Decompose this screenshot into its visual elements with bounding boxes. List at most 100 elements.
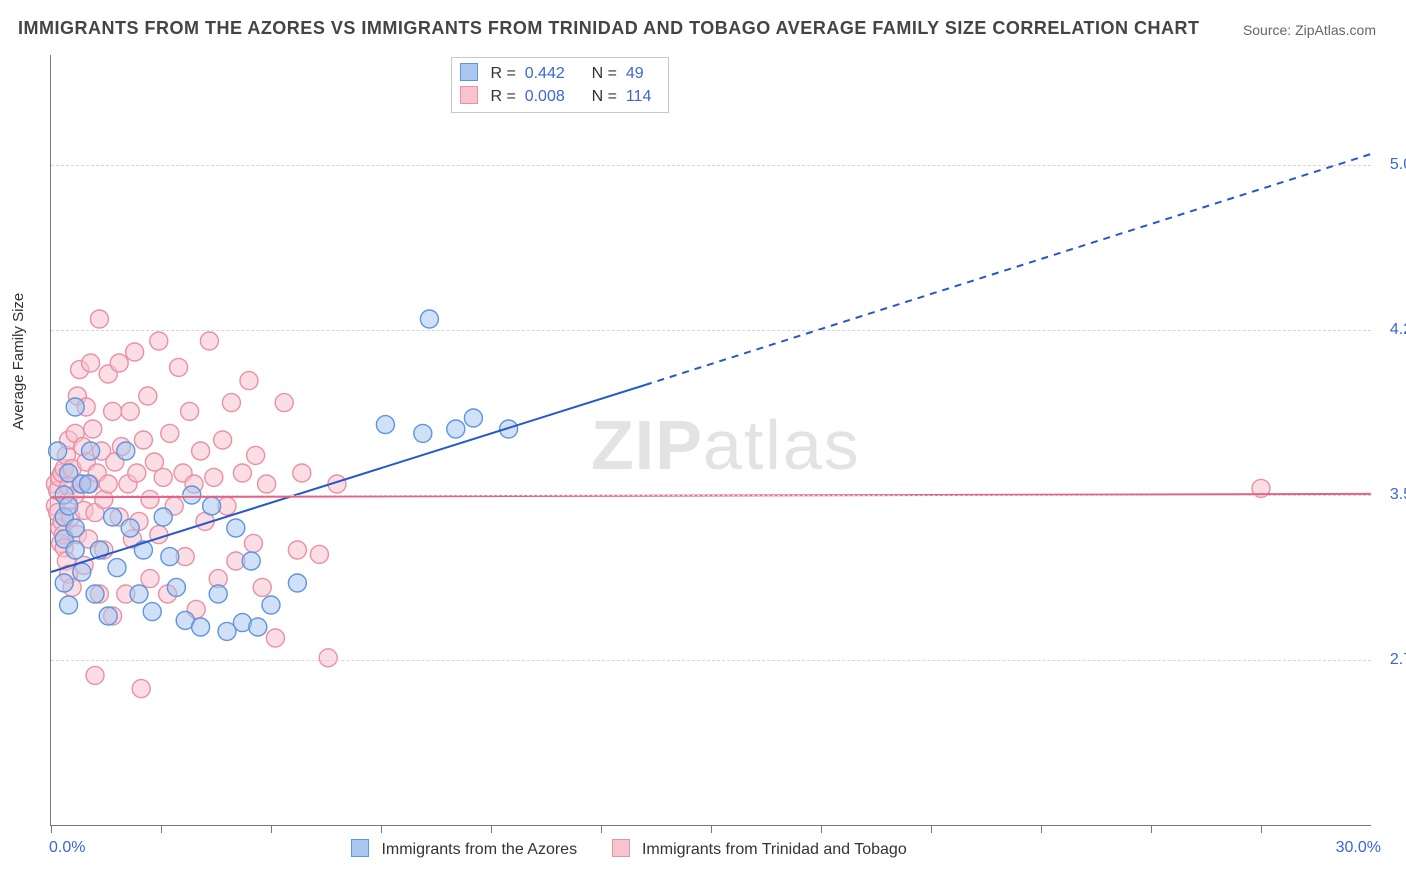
- data-point: [167, 578, 185, 596]
- gridline: [51, 165, 1371, 166]
- trend-line: [645, 154, 1371, 385]
- x-tick: [491, 825, 492, 833]
- swatch-pink-icon: [460, 86, 478, 104]
- stats-box: R = 0.442 N = 49 R = 0.008 N = 114: [451, 57, 669, 113]
- legend-label: Immigrants from the Azores: [381, 841, 577, 858]
- chart-plot-area: ZIPatlas R = 0.442 N = 49 R = 0.008 N = …: [50, 55, 1371, 826]
- data-point: [134, 431, 152, 449]
- data-point: [288, 541, 306, 559]
- data-point: [253, 578, 271, 596]
- data-point: [154, 508, 172, 526]
- source-label: Source: ZipAtlas.com: [1243, 22, 1376, 38]
- legend-item-pink: Immigrants from Trinidad and Tobago: [612, 839, 907, 859]
- gridline: [51, 330, 1371, 331]
- data-point: [170, 358, 188, 376]
- stat-n-label: N: [592, 65, 604, 82]
- data-point: [132, 680, 150, 698]
- y-tick-label: 4.25: [1376, 321, 1406, 339]
- stat-n-label: N: [592, 88, 604, 105]
- x-tick: [381, 825, 382, 833]
- data-point: [275, 394, 293, 412]
- x-tick: [1041, 825, 1042, 833]
- scatter-svg: [51, 55, 1371, 825]
- data-point: [110, 354, 128, 372]
- data-point: [209, 585, 227, 603]
- data-point: [227, 519, 245, 537]
- data-point: [141, 490, 159, 508]
- legend-item-blue: Immigrants from the Azores: [351, 839, 577, 859]
- y-tick-label: 2.75: [1376, 651, 1406, 669]
- x-tick: [51, 825, 52, 833]
- data-point: [205, 468, 223, 486]
- stat-r-label: R: [490, 65, 502, 82]
- data-point: [203, 497, 221, 515]
- data-point: [82, 354, 100, 372]
- stat-row-blue: R = 0.442 N = 49: [460, 62, 658, 85]
- data-point: [240, 372, 258, 390]
- stat-row-pink: R = 0.008 N = 114: [460, 85, 658, 108]
- data-point: [108, 559, 126, 577]
- data-point: [181, 402, 199, 420]
- data-point: [222, 394, 240, 412]
- data-point: [214, 431, 232, 449]
- data-point: [86, 666, 104, 684]
- data-point: [66, 519, 84, 537]
- data-point: [130, 585, 148, 603]
- data-point: [244, 534, 262, 552]
- data-point: [104, 508, 122, 526]
- data-point: [192, 618, 210, 636]
- data-point: [73, 563, 91, 581]
- data-point: [154, 468, 172, 486]
- data-point: [192, 442, 210, 460]
- y-tick-label: 3.50: [1376, 486, 1406, 504]
- x-tick: [271, 825, 272, 833]
- x-tick: [1151, 825, 1152, 833]
- chart-title: IMMIGRANTS FROM THE AZORES VS IMMIGRANTS…: [18, 18, 1200, 39]
- data-point: [90, 310, 108, 328]
- data-point: [126, 343, 144, 361]
- data-point: [242, 552, 260, 570]
- data-point: [319, 649, 337, 667]
- data-point: [414, 424, 432, 442]
- x-tick: [161, 825, 162, 833]
- x-tick: [821, 825, 822, 833]
- x-tick: [601, 825, 602, 833]
- data-point: [104, 402, 122, 420]
- bottom-legend: Immigrants from the Azores Immigrants fr…: [351, 839, 937, 859]
- stat-n-value: 114: [626, 85, 658, 108]
- gridline: [51, 660, 1371, 661]
- swatch-blue-icon: [460, 63, 478, 81]
- data-point: [161, 424, 179, 442]
- data-point: [82, 442, 100, 460]
- data-point: [86, 585, 104, 603]
- data-point: [79, 475, 97, 493]
- data-point: [150, 332, 168, 350]
- data-point: [266, 629, 284, 647]
- swatch-blue-icon: [351, 839, 369, 857]
- data-point: [84, 420, 102, 438]
- data-point: [258, 475, 276, 493]
- data-point: [66, 541, 84, 559]
- data-point: [99, 607, 117, 625]
- stat-r-label: R: [490, 88, 502, 105]
- stat-r-value: 0.008: [525, 85, 583, 108]
- data-point: [200, 332, 218, 350]
- data-point: [143, 603, 161, 621]
- x-axis-max-label: 30.0%: [1336, 839, 1381, 857]
- data-point: [117, 442, 135, 460]
- data-point: [49, 442, 67, 460]
- x-tick: [1261, 825, 1262, 833]
- legend-label: Immigrants from Trinidad and Tobago: [642, 841, 907, 858]
- gridline: [51, 495, 1371, 496]
- data-point: [262, 596, 280, 614]
- data-point: [233, 464, 251, 482]
- x-tick: [711, 825, 712, 833]
- data-point: [447, 420, 465, 438]
- data-point: [310, 545, 328, 563]
- data-point: [66, 398, 84, 416]
- data-point: [249, 618, 267, 636]
- data-point: [121, 519, 139, 537]
- data-point: [121, 402, 139, 420]
- stat-r-value: 0.442: [525, 62, 583, 85]
- y-axis-label: Average Family Size: [10, 293, 27, 430]
